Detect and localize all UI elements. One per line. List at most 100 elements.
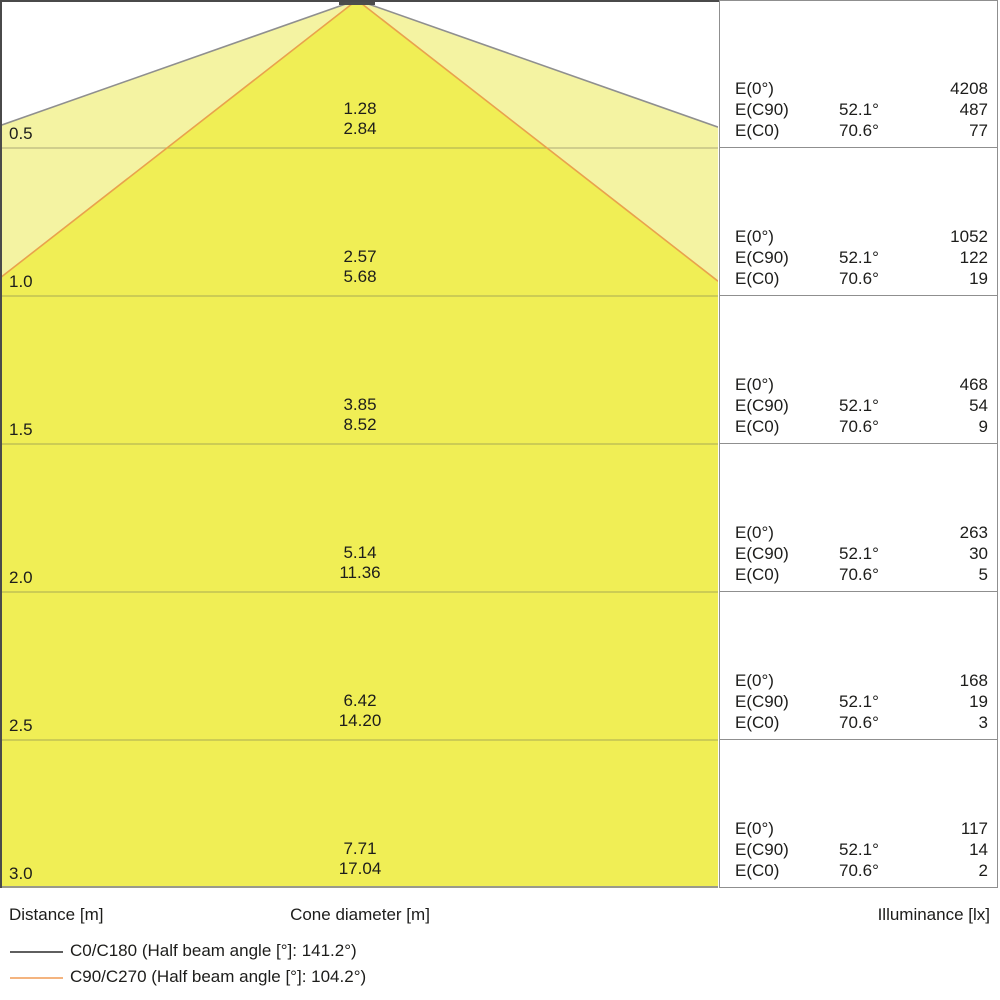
- ec90-label: E(C90): [735, 248, 789, 267]
- ec90-value: 487: [959, 100, 988, 119]
- ec90-label: E(C90): [735, 396, 789, 415]
- distance-label: 1.0: [9, 272, 33, 291]
- ec90-angle: 52.1°: [839, 100, 879, 119]
- cone-diameter-c90-value: 1.28: [343, 99, 377, 118]
- ec90-label: E(C90): [735, 840, 789, 859]
- cone-diameter-c90-value: 5.14: [343, 543, 377, 562]
- cone-diameter-values: 6.42 14.20: [339, 691, 382, 731]
- ec0-label: E(C0): [735, 417, 780, 436]
- ec90-value: 30: [969, 544, 988, 563]
- cone-diameter-c90-value: 6.42: [343, 691, 377, 710]
- cone-diameter-values: 5.14 11.36: [339, 543, 380, 583]
- cone-diameter-c0-value: 14.20: [338, 711, 382, 730]
- cone-diameter-values: 1.28 2.84: [343, 99, 376, 139]
- c0-c180-legend-label: C0/C180 (Half beam angle [°]: 141.2°): [70, 941, 357, 960]
- ec0-angle: 70.6°: [839, 417, 879, 436]
- inner-cone-shape: [0, 0, 718, 888]
- ec90-angle: 52.1°: [839, 396, 879, 415]
- c90-c270-edge-right: [356, 0, 718, 282]
- luminaire-mark: [339, 0, 375, 5]
- e0-label: E(0°): [735, 227, 774, 246]
- ec90-label: E(C90): [735, 544, 789, 563]
- cone-diameter-c0-value: 5.68: [343, 267, 377, 286]
- c0-c180-edge-left: [0, 0, 358, 127]
- cone-diameter-c0-value: 8.52: [343, 415, 377, 434]
- cone-diameter-values: 3.85 8.52: [343, 395, 376, 435]
- distance-label: 2.5: [9, 716, 33, 735]
- ec90-label: E(C90): [735, 692, 789, 711]
- e0-label: E(0°): [735, 79, 774, 98]
- c0-c180-legend-line: [10, 951, 63, 953]
- cone-diameter-c0-value: 2.84: [343, 119, 377, 138]
- distance-label: 1.5: [9, 420, 33, 439]
- chart-left-border: [0, 0, 2, 888]
- cone-diameter-c90-value: 3.85: [343, 395, 377, 414]
- e0-label: E(0°): [735, 375, 774, 394]
- illuminance-cell: E(0°) 168 E(C90) 52.1° 19 E(C0) 70.6° 3: [719, 592, 998, 740]
- e0-value: 4208: [950, 79, 988, 98]
- e0-value: 468: [959, 375, 988, 394]
- ec0-value: 2: [978, 861, 988, 880]
- e0-label: E(0°): [735, 523, 774, 542]
- cone-diameter-values: 2.57 5.68: [343, 247, 376, 287]
- cone-chart: [0, 0, 718, 888]
- ec0-angle: 70.6°: [839, 861, 879, 880]
- ec90-angle: 52.1°: [839, 248, 879, 267]
- c0-c180-edge-right: [356, 0, 718, 128]
- ec0-value: 77: [969, 121, 988, 140]
- chart-top-border: [0, 0, 998, 2]
- e0-angle: [839, 374, 901, 395]
- illuminance-axis-label: Illuminance [lx]: [877, 905, 990, 924]
- illuminance-cell: E(0°) 263 E(C90) 52.1° 30 E(C0) 70.6° 5: [719, 444, 998, 592]
- ec0-label: E(C0): [735, 713, 780, 732]
- ec90-value: 122: [959, 248, 988, 267]
- cone-diameter-c90-value: 7.71: [343, 839, 377, 858]
- cone-diameter-values: 7.71 17.04: [339, 839, 382, 879]
- c90-c270-legend-label: C90/C270 (Half beam angle [°]: 104.2°): [70, 967, 367, 986]
- e0-label: E(0°): [735, 671, 774, 690]
- cone-diameter-c0-value: 11.36: [339, 563, 381, 582]
- e0-value: 263: [959, 523, 988, 542]
- e0-angle: [839, 78, 901, 99]
- illuminance-table: E(0°) 4208 E(C90) 52.1° 487 E(C0) 70.6° 77 E(…: [719, 0, 998, 888]
- ec0-label: E(C0): [735, 121, 780, 140]
- ec0-angle: 70.6°: [839, 565, 879, 584]
- ec0-value: 3: [978, 713, 988, 732]
- e0-angle: [839, 226, 901, 247]
- cone-diameter-axis-label: Cone diameter [m]: [290, 905, 430, 924]
- ec90-value: 19: [969, 692, 988, 711]
- ec0-label: E(C0): [735, 565, 780, 584]
- ec90-label: E(C90): [735, 100, 789, 119]
- ec0-value: 5: [978, 565, 988, 584]
- ec0-value: 19: [969, 269, 988, 288]
- ec0-label: E(C0): [735, 269, 780, 288]
- ec0-angle: 70.6°: [839, 269, 879, 288]
- e0-angle: [839, 818, 901, 839]
- e0-value: 1052: [950, 227, 988, 246]
- e0-angle: [839, 670, 901, 691]
- ec90-angle: 52.1°: [839, 692, 879, 711]
- e0-value: 117: [960, 819, 988, 838]
- distance-label: 3.0: [9, 864, 33, 883]
- illuminance-cell: E(0°) 117 E(C90) 52.1° 14 E(C0) 70.6° 2: [719, 740, 998, 888]
- ec0-angle: 70.6°: [839, 713, 879, 732]
- distance-label: 0.5: [9, 124, 33, 143]
- cone-diameter-c0-value: 17.04: [338, 859, 382, 878]
- ec90-angle: 52.1°: [839, 544, 879, 563]
- e0-value: 168: [959, 671, 988, 690]
- distance-axis-label: Distance [m]: [9, 905, 104, 924]
- ec0-angle: 70.6°: [839, 121, 879, 140]
- illuminance-cell: E(0°) 1052 E(C90) 52.1° 122 E(C0) 70.6° 19: [719, 148, 998, 296]
- e0-angle: [839, 522, 901, 543]
- ec90-angle: 52.1°: [839, 840, 879, 859]
- e0-label: E(0°): [735, 819, 774, 838]
- distance-label: 2.0: [9, 568, 33, 587]
- ec0-value: 9: [978, 417, 988, 436]
- c90-c270-edge-left: [0, 0, 358, 279]
- c90-c270-legend-line: [10, 977, 63, 979]
- ec0-label: E(C0): [735, 861, 780, 880]
- ec90-value: 14: [969, 840, 988, 859]
- cone-diameter-c90-value: 2.57: [343, 247, 377, 266]
- ec90-value: 54: [969, 396, 988, 415]
